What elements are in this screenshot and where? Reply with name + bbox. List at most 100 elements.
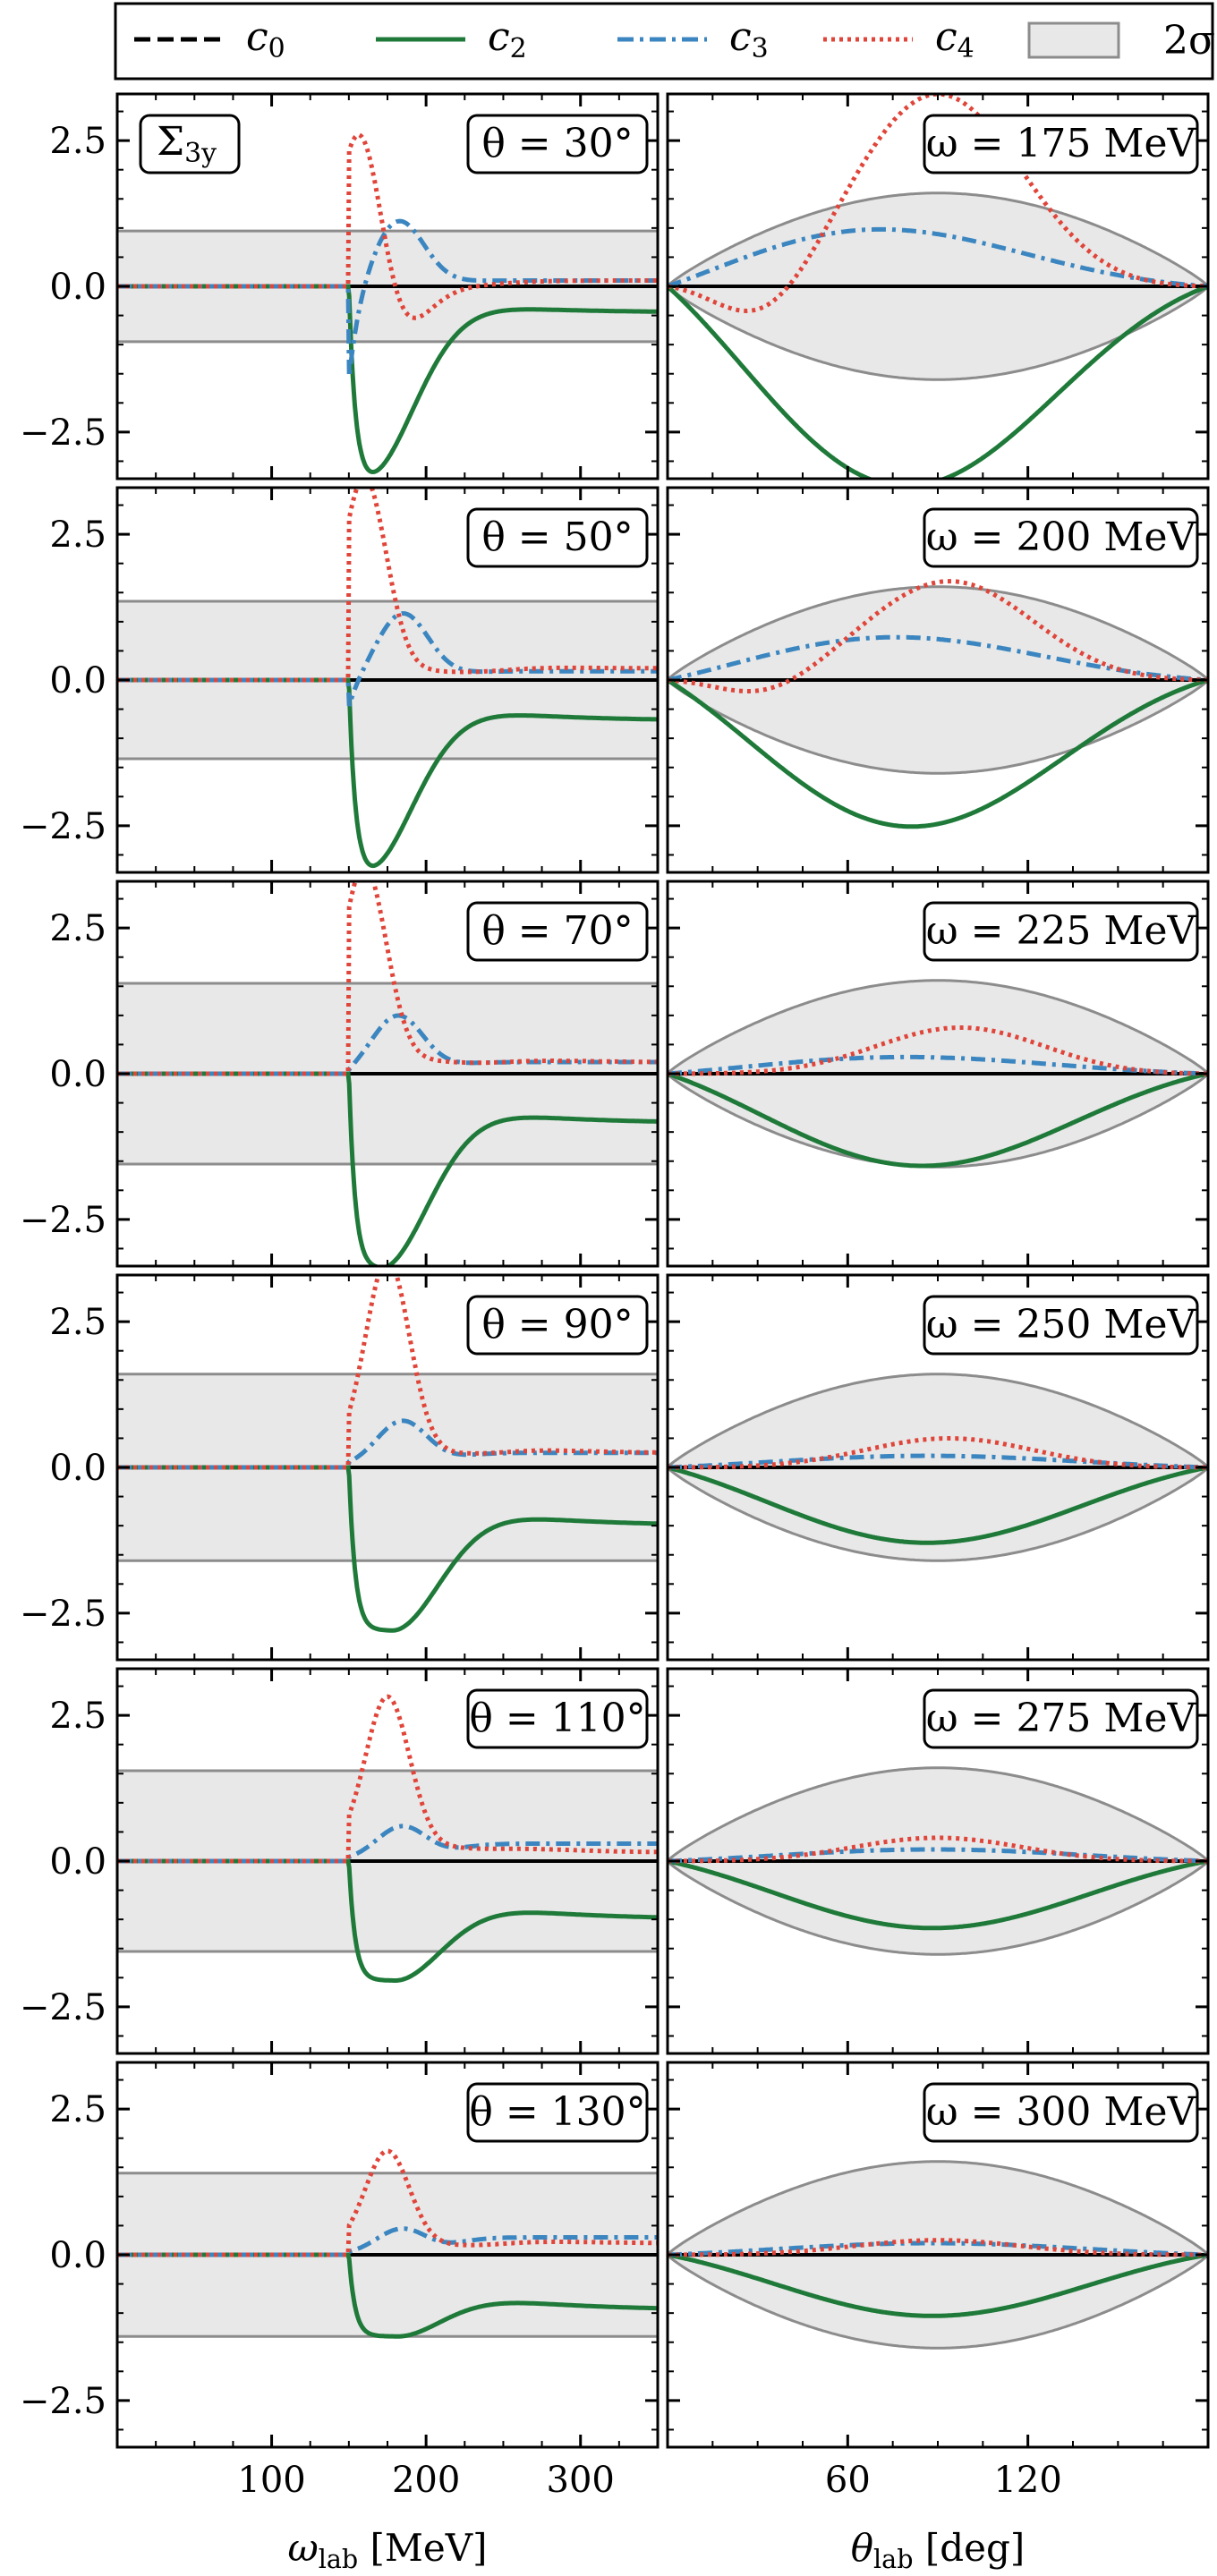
series-c3-line bbox=[117, 1418, 658, 1470]
panel-label-box bbox=[923, 114, 1199, 174]
y-tick-label: −2.5 bbox=[20, 2381, 106, 2422]
y-tick-label: 0.0 bbox=[49, 1054, 106, 1095]
y-tick-label: −2.5 bbox=[20, 806, 106, 847]
y-tick-label: 0.0 bbox=[49, 2235, 106, 2276]
sigma-band-lower bbox=[666, 2253, 1210, 2350]
sigma-band-lower bbox=[666, 1859, 1210, 1956]
panel-label: θ = 30° bbox=[481, 121, 633, 166]
series-c4-line bbox=[668, 1835, 1208, 1864]
x-axis-label-left: ωlab [MeV] bbox=[287, 2526, 487, 2574]
panel-left-2: 2.5 0.0 −2.5 θ = 50° bbox=[20, 486, 660, 874]
series-c4-line bbox=[117, 1694, 658, 1864]
panel-label-box bbox=[466, 1295, 649, 1356]
series-c4-line bbox=[668, 1025, 1208, 1076]
panel-label-box bbox=[466, 507, 649, 568]
y-tick-label: 0.0 bbox=[49, 1448, 106, 1489]
panel-label-box bbox=[923, 1688, 1199, 1749]
panel-left-3: 2.5 0.0 −2.5 θ = 70° bbox=[20, 880, 660, 1268]
series-c3-line bbox=[117, 2226, 658, 2257]
legend-item-c4: c4 bbox=[823, 14, 974, 64]
panel-left-6: 2.5 0.0 −2.5 100 200 300 θ = 130° bbox=[20, 2061, 660, 2501]
y-tick-label: 2.5 bbox=[49, 514, 106, 556]
series-c3-line bbox=[668, 226, 1208, 289]
sigma-band-upper bbox=[666, 1766, 1210, 1863]
legend-item-c2: c2 bbox=[376, 14, 527, 64]
legend-label-c0: c0 bbox=[246, 14, 285, 64]
panel-right-5: ω = 275 MeV bbox=[666, 1667, 1210, 2055]
panel-right-6: 60 120 ω = 300 MeV bbox=[666, 2061, 1210, 2501]
series-c2-line bbox=[668, 2252, 1208, 2318]
legend-swatch-band bbox=[1027, 21, 1120, 59]
legend-item-band: 2σ bbox=[1027, 18, 1215, 64]
panel-left-5: 2.5 0.0 −2.5 θ = 110° bbox=[20, 1667, 660, 2055]
y-tick-label: 2.5 bbox=[49, 1696, 106, 1737]
y-tick-label: 0.0 bbox=[49, 660, 106, 701]
y-tick-label: −2.5 bbox=[20, 1987, 106, 2028]
series-c2-line bbox=[668, 1465, 1208, 1545]
sigma-band-upper bbox=[666, 979, 1210, 1075]
panel-right-4: ω = 250 MeV bbox=[666, 1273, 1210, 1662]
panel-label-box bbox=[923, 901, 1199, 962]
legend-label-c3: c3 bbox=[729, 14, 769, 64]
y-tick-label: −2.5 bbox=[20, 1594, 106, 1635]
panel-right-3: ω = 225 MeV bbox=[666, 880, 1210, 1268]
sigma-band-upper bbox=[666, 2160, 1210, 2257]
y-tick-label: −2.5 bbox=[20, 412, 106, 454]
sigma-band-upper bbox=[666, 191, 1210, 288]
panel-label: ω = 300 MeV bbox=[926, 2089, 1197, 2135]
x-axis-label-right: θlab [deg] bbox=[851, 2526, 1025, 2574]
series-c4-line bbox=[668, 579, 1208, 693]
panel-label: θ = 50° bbox=[481, 514, 633, 560]
panel-label: ω = 250 MeV bbox=[926, 1302, 1197, 1348]
y-tick-label: −2.5 bbox=[20, 1200, 106, 1241]
sigma-band-lower bbox=[666, 1466, 1210, 1562]
series-c4-line bbox=[117, 2148, 658, 2257]
legend-item-c3: c3 bbox=[617, 14, 769, 64]
panel-left-1: 2.5 0.0 −2.5 θ = 30° Σ3y bbox=[20, 92, 660, 480]
x-tick-label: 120 bbox=[993, 2460, 1061, 2501]
x-tick-label: 200 bbox=[392, 2460, 460, 2501]
panel-label-box bbox=[923, 507, 1199, 568]
x-tick-label: 100 bbox=[237, 2460, 305, 2501]
panel-label: θ = 110° bbox=[469, 1696, 645, 1741]
panel-label: θ = 90° bbox=[481, 1302, 633, 1348]
legend: c0 c2 c3 c4 2σ bbox=[114, 2, 1215, 81]
sigma-band-upper bbox=[666, 1373, 1210, 1469]
y-tick-label: 2.5 bbox=[49, 908, 106, 949]
panel-label-box bbox=[466, 114, 649, 174]
legend-item-c0: c0 bbox=[134, 14, 285, 64]
legend-label-band: 2σ bbox=[1163, 18, 1215, 64]
panel-label-box bbox=[923, 1295, 1199, 1356]
observable-label-box bbox=[139, 114, 241, 174]
panel-label: θ = 130° bbox=[469, 2089, 645, 2135]
panel-label: ω = 200 MeV bbox=[926, 514, 1197, 560]
legend-label-c4: c4 bbox=[935, 14, 974, 64]
series-c4-line bbox=[117, 881, 658, 1076]
x-tick-label: 300 bbox=[547, 2460, 615, 2501]
panel-label: ω = 175 MeV bbox=[926, 121, 1197, 166]
x-tick-label: 60 bbox=[825, 2460, 871, 2501]
y-tick-label: 2.5 bbox=[49, 121, 106, 162]
y-tick-label: 0.0 bbox=[49, 267, 106, 308]
panel-right-2: ω = 200 MeV bbox=[666, 486, 1210, 874]
series-c2-line bbox=[668, 1858, 1208, 1931]
panel-left-4: 2.5 0.0 −2.5 θ = 90° bbox=[20, 1273, 660, 1662]
panel-label: ω = 225 MeV bbox=[926, 908, 1197, 954]
series-c4-line bbox=[117, 488, 658, 683]
series-c3-line bbox=[117, 1824, 658, 1864]
legend-label-c2: c2 bbox=[488, 14, 527, 64]
panel-right-1: ω = 175 MeV bbox=[666, 92, 1210, 480]
series-c2-line bbox=[668, 284, 1208, 479]
series-c4-line bbox=[668, 2238, 1208, 2257]
panel-label: ω = 275 MeV bbox=[926, 1696, 1197, 1741]
panel-label-box bbox=[466, 2082, 649, 2143]
panel-label-box bbox=[466, 1688, 649, 1749]
y-tick-label: 2.5 bbox=[49, 1302, 106, 1343]
sigma-band-lower bbox=[666, 678, 1210, 775]
series-c2-line bbox=[668, 677, 1208, 829]
panel-label-box bbox=[466, 901, 649, 962]
x-axis-labels: ωlab [MeV] θlab [deg] bbox=[287, 2526, 1025, 2574]
y-tick-label: 2.5 bbox=[49, 2089, 106, 2130]
y-tick-label: 0.0 bbox=[49, 1841, 106, 1883]
